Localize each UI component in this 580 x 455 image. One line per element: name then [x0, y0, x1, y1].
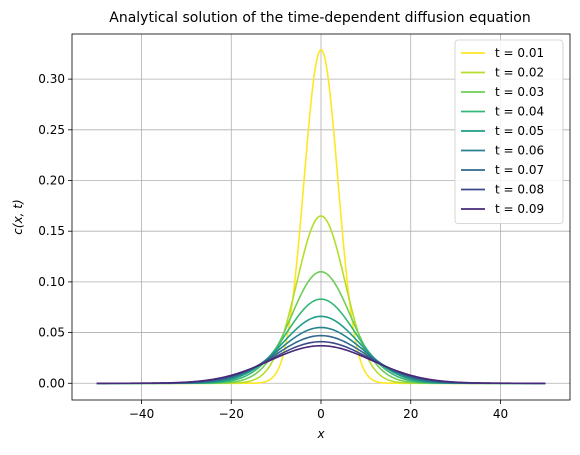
legend-entry-7: t = 0.08 [495, 183, 544, 197]
y-tick-label-2: 0.10 [38, 275, 65, 289]
series-line-8 [96, 344, 546, 385]
y-tick-label-3: 0.15 [38, 224, 65, 238]
legend-entry-6: t = 0.07 [495, 163, 544, 177]
y-tick-label-4: 0.20 [38, 174, 65, 188]
legend-entry-2: t = 0.03 [495, 85, 544, 99]
chart-title: Analytical solution of the time-dependen… [109, 10, 530, 26]
legend: t = 0.01 t = 0.02 t = 0.03 t = 0.04 t = 0.05… [454, 39, 564, 224]
y-tick-label-6: 0.30 [38, 72, 65, 86]
x-axis-label-text: x [316, 427, 325, 441]
x-tick-label-0: −40 [129, 407, 154, 421]
x-tick-label-4: 40 [493, 407, 508, 421]
y-axis-label-text: c(x, t) [11, 199, 25, 234]
plot-area: −40 −20 0 20 40 0.00 0.05 0.10 0.15 0.20 0.25 0.30 [38, 33, 571, 421]
y-tick-label-5: 0.25 [38, 123, 65, 137]
legend-entry-4: t = 0.05 [495, 124, 544, 138]
x-tick-label-1: −20 [219, 407, 244, 421]
legend-entry-5: t = 0.06 [495, 144, 544, 158]
x-tick-label-2: 0 [317, 407, 325, 421]
legend-entry-1: t = 0.02 [495, 66, 544, 80]
legend-entry-3: t = 0.04 [495, 105, 544, 119]
legend-box [454, 39, 564, 224]
y-tick-label-0: 0.00 [38, 376, 65, 390]
x-tick-label-3: 20 [403, 407, 418, 421]
x-axis-label: x [316, 427, 325, 441]
legend-entry-0: t = 0.01 [495, 46, 544, 60]
legend-entry-8: t = 0.09 [495, 202, 544, 216]
y-axis-label: c(x, t) [11, 199, 25, 234]
y-tick-label-1: 0.05 [38, 326, 65, 340]
